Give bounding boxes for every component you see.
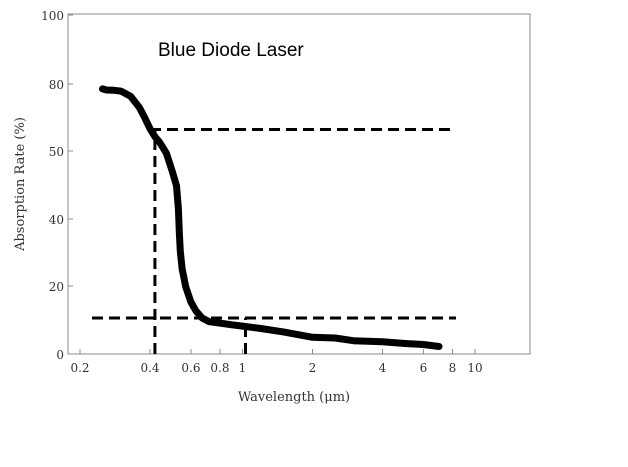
y-tick-label: 80 xyxy=(49,78,64,92)
x-axis-title: Wavelength (μm) xyxy=(238,390,350,405)
x-tick-label: 10 xyxy=(467,361,482,375)
reference-lines xyxy=(92,128,456,354)
x-tick-label: 0.2 xyxy=(70,361,89,375)
y-tick-label: 100 xyxy=(41,9,64,23)
y-tick-label: 20 xyxy=(49,280,64,294)
x-tick-label: 2 xyxy=(309,361,317,375)
series-curve xyxy=(99,85,443,350)
y-tick-label: 40 xyxy=(49,213,64,227)
y-axis-ticks: 0 20 40 50 80 100 xyxy=(41,9,73,362)
x-tick-label: 6 xyxy=(420,361,428,375)
x-tick-label: 0.8 xyxy=(210,361,229,375)
x-tick-label: 4 xyxy=(379,361,387,375)
x-axis-ticks: 0.2 0.4 0.6 0.8 1 2 4 6 8 10 xyxy=(70,349,483,375)
y-tick-label: 0 xyxy=(56,348,64,362)
x-tick-label: 0.4 xyxy=(140,361,159,375)
plot-frame xyxy=(67,13,531,355)
x-tick-label: 0.6 xyxy=(181,361,200,375)
y-tick-label: 50 xyxy=(49,145,64,159)
x-tick-label: 1 xyxy=(239,361,247,375)
y-axis-title: Absorption Rate (%) xyxy=(13,117,28,252)
chart-title: Blue Diode Laser xyxy=(158,40,304,61)
x-tick-label: 8 xyxy=(449,361,457,375)
data-line xyxy=(99,85,443,350)
